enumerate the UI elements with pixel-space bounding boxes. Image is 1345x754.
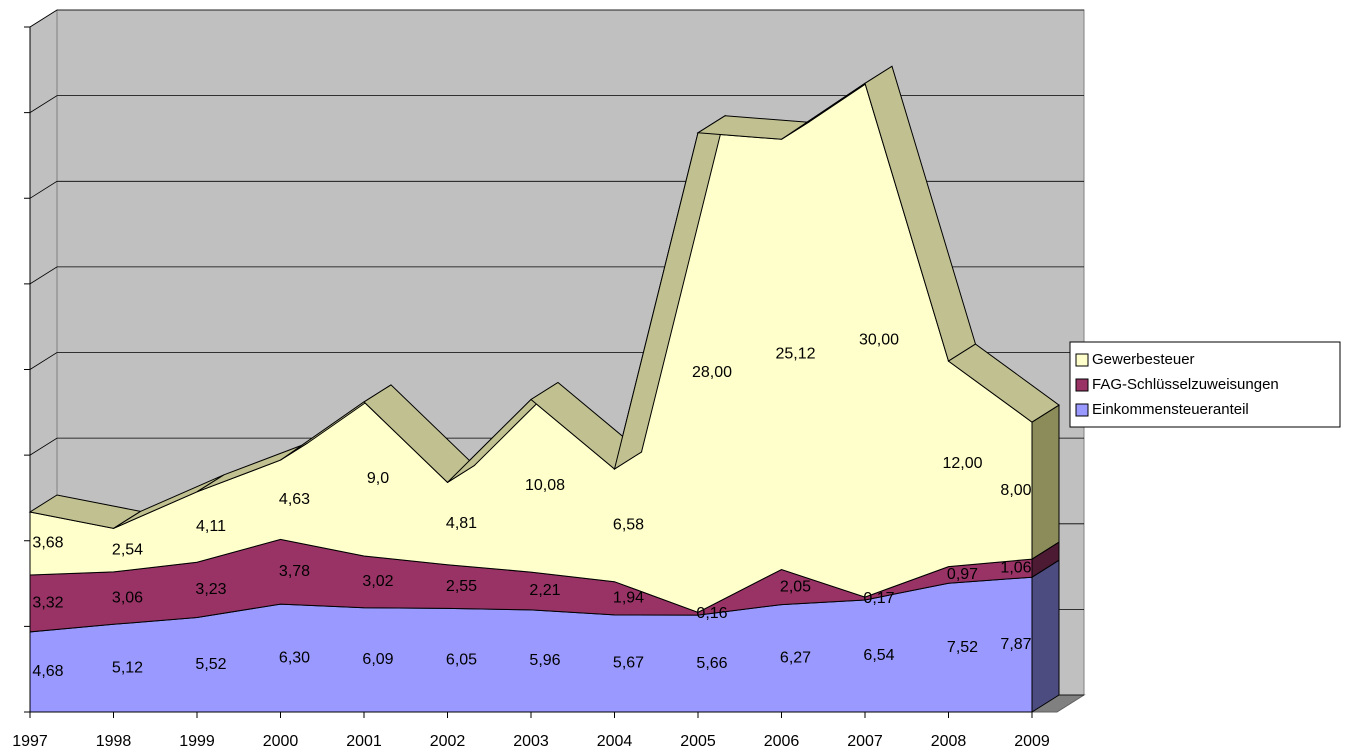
end-face (1031, 404, 1060, 561)
data-label: 4,63 (279, 491, 310, 508)
data-label: 30,00 (859, 331, 899, 348)
data-label: 6,54 (863, 647, 894, 664)
x-tick-label: 2002 (430, 733, 466, 750)
data-label: 9,0 (367, 470, 389, 487)
x-tick-label: 2001 (346, 733, 382, 750)
data-label: 2,21 (529, 582, 560, 599)
legend: Gewerbesteuer FAG-Schlüsselzuweisungen Ein… (1069, 341, 1341, 428)
x-tick-label: 2008 (931, 733, 967, 750)
top-face (947, 343, 1060, 423)
data-label: 5,52 (195, 656, 226, 673)
data-label: 6,58 (613, 517, 644, 534)
data-label: 0,16 (696, 605, 727, 622)
data-label: 6,27 (780, 650, 811, 667)
data-label: 3,68 (32, 535, 63, 552)
data-label: 1,94 (613, 590, 644, 607)
x-tick-label: 2005 (680, 733, 716, 750)
grid-line (29, 95, 1084, 113)
data-label: 5,66 (696, 655, 727, 672)
data-label: 7,52 (947, 639, 978, 656)
legend-label: Einkommensteueranteil (1092, 401, 1249, 418)
x-tick-label: 2000 (263, 733, 299, 750)
data-label: 0,17 (863, 590, 894, 607)
data-label: 6,30 (279, 649, 310, 666)
data-label: 4,68 (32, 663, 63, 680)
data-label: 3,02 (362, 573, 393, 590)
x-tick-label: 1999 (179, 733, 215, 750)
data-label: 2,55 (446, 578, 477, 595)
x-tick-label: 1997 (12, 733, 48, 750)
x-tick-label: 2007 (847, 733, 883, 750)
x-tick-label: 2004 (597, 733, 633, 750)
data-label: 28,00 (692, 364, 732, 381)
data-label: 3,06 (112, 589, 143, 606)
data-label: 2,05 (780, 578, 811, 595)
data-label: 0,97 (947, 566, 978, 583)
data-label: 12,00 (942, 455, 982, 472)
legend-swatch (1075, 378, 1089, 392)
data-label: 25,12 (775, 346, 815, 363)
data-label: 6,09 (362, 651, 393, 668)
data-label: 5,96 (529, 652, 560, 669)
data-label: 3,78 (279, 563, 310, 580)
data-label: 1,06 (1000, 559, 1031, 576)
data-label: 8,00 (1000, 482, 1031, 499)
legend-swatch (1075, 353, 1089, 367)
grid-line (29, 9, 1084, 28)
legend-swatch (1075, 403, 1089, 417)
x-tick-label: 2009 (1014, 733, 1050, 750)
end-face (1031, 559, 1060, 713)
data-label: 5,12 (112, 659, 143, 676)
data-label: 3,32 (32, 595, 63, 612)
data-label: 3,23 (195, 581, 226, 598)
x-tick-label: 2006 (764, 733, 800, 750)
x-tick-label: 2003 (513, 733, 549, 750)
data-label: 2,54 (112, 541, 143, 558)
data-label: 4,11 (196, 518, 226, 535)
data-label: 5,67 (613, 655, 644, 672)
legend-label: Gewerbesteuer (1092, 351, 1195, 368)
data-label: 7,87 (1000, 636, 1031, 653)
data-label: 4,81 (446, 515, 477, 532)
data-label: 10,08 (525, 477, 565, 494)
legend-label: FAG-Schlüsselzuweisungen (1092, 376, 1279, 393)
data-label: 6,05 (446, 651, 477, 668)
legend-box (1069, 341, 1341, 428)
x-tick-label: 1998 (96, 733, 132, 750)
